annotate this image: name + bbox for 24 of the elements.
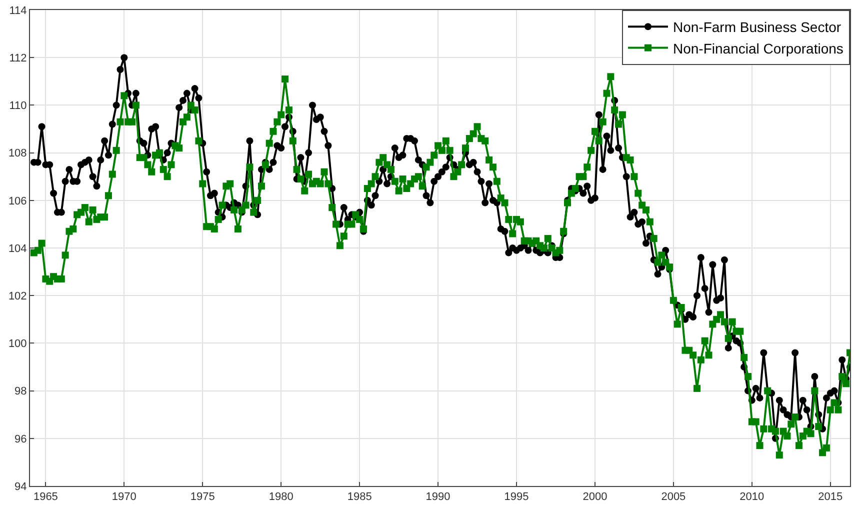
x-tick-label: 1980 — [268, 491, 294, 504]
y-tick-label: 98 — [14, 386, 27, 398]
y-tick-label: 94 — [14, 480, 27, 493]
y-tick-label: 100 — [8, 338, 27, 350]
y-tick-label: 96 — [14, 433, 27, 446]
y-tick-label: 102 — [8, 290, 27, 302]
y-tick-label: 108 — [8, 148, 27, 160]
x-tick-label: 1965 — [33, 491, 58, 504]
x-tick-label: 1970 — [112, 491, 136, 504]
x-tick-label: 2000 — [582, 491, 608, 504]
y-tick-label: 114 — [9, 4, 27, 17]
x-tick-label: 2015 — [818, 491, 843, 504]
x-tick-label: 2010 — [740, 491, 764, 504]
x-tick-label: 1990 — [426, 491, 450, 504]
y-tick-label: 112 — [9, 52, 27, 64]
y-tick-label: 110 — [9, 100, 27, 112]
y-tick-label: 106 — [8, 195, 27, 208]
legend-label: Non-Financial Corporations — [673, 40, 844, 56]
x-tick-label: 1995 — [504, 491, 529, 504]
y-tick-label: 104 — [8, 242, 27, 255]
x-tick-label: 1985 — [347, 491, 372, 504]
x-tick-label: 2005 — [661, 491, 686, 504]
x-tick-label: 1975 — [190, 491, 215, 504]
legend-label: Non-Farm Business Sector — [673, 19, 842, 36]
